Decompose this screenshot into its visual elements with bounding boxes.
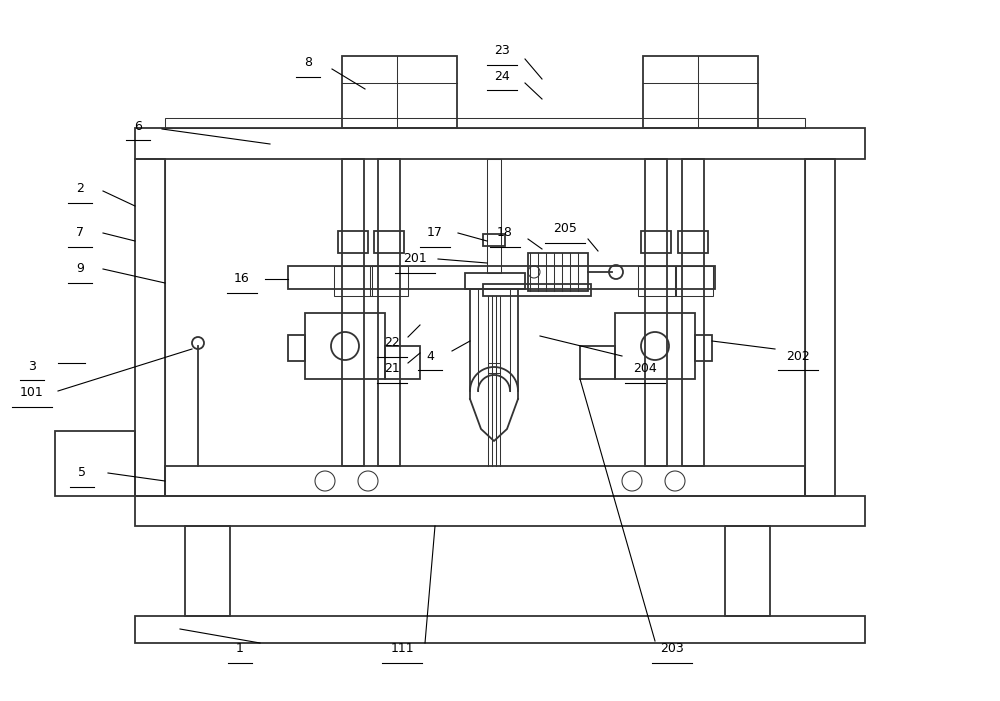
Text: 7: 7 bbox=[76, 226, 84, 240]
Bar bbox=[465, 273, 525, 289]
Bar bbox=[643, 56, 758, 128]
Bar bbox=[338, 231, 368, 253]
Bar bbox=[615, 313, 695, 379]
Text: 4: 4 bbox=[426, 350, 434, 362]
Text: 9: 9 bbox=[76, 262, 84, 275]
Text: 5: 5 bbox=[78, 466, 86, 479]
Bar bbox=[638, 266, 676, 296]
Bar bbox=[135, 496, 865, 526]
Text: 8: 8 bbox=[304, 57, 312, 69]
Text: 203: 203 bbox=[660, 643, 684, 655]
Text: 18: 18 bbox=[497, 226, 513, 240]
Bar bbox=[135, 159, 165, 496]
Text: 101: 101 bbox=[20, 386, 44, 400]
Text: 202: 202 bbox=[786, 350, 810, 362]
Bar bbox=[805, 159, 835, 496]
Bar bbox=[305, 313, 385, 379]
Text: 204: 204 bbox=[633, 362, 657, 376]
Bar bbox=[580, 346, 615, 379]
Bar bbox=[165, 466, 805, 496]
Bar bbox=[488, 363, 500, 373]
Bar bbox=[135, 616, 865, 643]
Bar bbox=[641, 231, 671, 253]
Bar bbox=[695, 335, 712, 361]
Bar bbox=[370, 266, 408, 296]
Bar bbox=[385, 346, 420, 379]
Text: 6: 6 bbox=[134, 119, 142, 132]
Bar bbox=[334, 266, 372, 296]
Text: 23: 23 bbox=[494, 44, 510, 57]
Bar bbox=[288, 266, 715, 289]
Bar bbox=[682, 159, 704, 466]
Bar bbox=[135, 128, 865, 159]
Text: 111: 111 bbox=[390, 643, 414, 655]
Bar bbox=[342, 159, 364, 466]
Bar bbox=[725, 526, 770, 616]
Text: 17: 17 bbox=[427, 226, 443, 240]
Bar bbox=[288, 335, 305, 361]
Bar bbox=[378, 159, 400, 466]
Text: 205: 205 bbox=[553, 222, 577, 236]
Bar bbox=[165, 118, 805, 128]
Bar bbox=[342, 56, 457, 128]
Bar bbox=[185, 526, 230, 616]
Text: 2: 2 bbox=[76, 182, 84, 196]
Bar bbox=[374, 231, 404, 253]
Text: 1: 1 bbox=[236, 643, 244, 655]
Text: 21: 21 bbox=[384, 362, 400, 376]
Text: 24: 24 bbox=[494, 69, 510, 83]
Text: 3: 3 bbox=[28, 360, 36, 372]
Bar bbox=[483, 234, 505, 246]
Bar bbox=[483, 284, 591, 296]
Bar bbox=[487, 159, 501, 273]
Bar bbox=[678, 231, 708, 253]
Bar bbox=[675, 266, 713, 296]
Bar bbox=[528, 253, 588, 291]
Bar bbox=[645, 159, 667, 466]
Bar bbox=[55, 431, 135, 496]
Text: 16: 16 bbox=[234, 273, 250, 285]
Text: 201: 201 bbox=[403, 252, 427, 266]
Text: 22: 22 bbox=[384, 336, 400, 350]
